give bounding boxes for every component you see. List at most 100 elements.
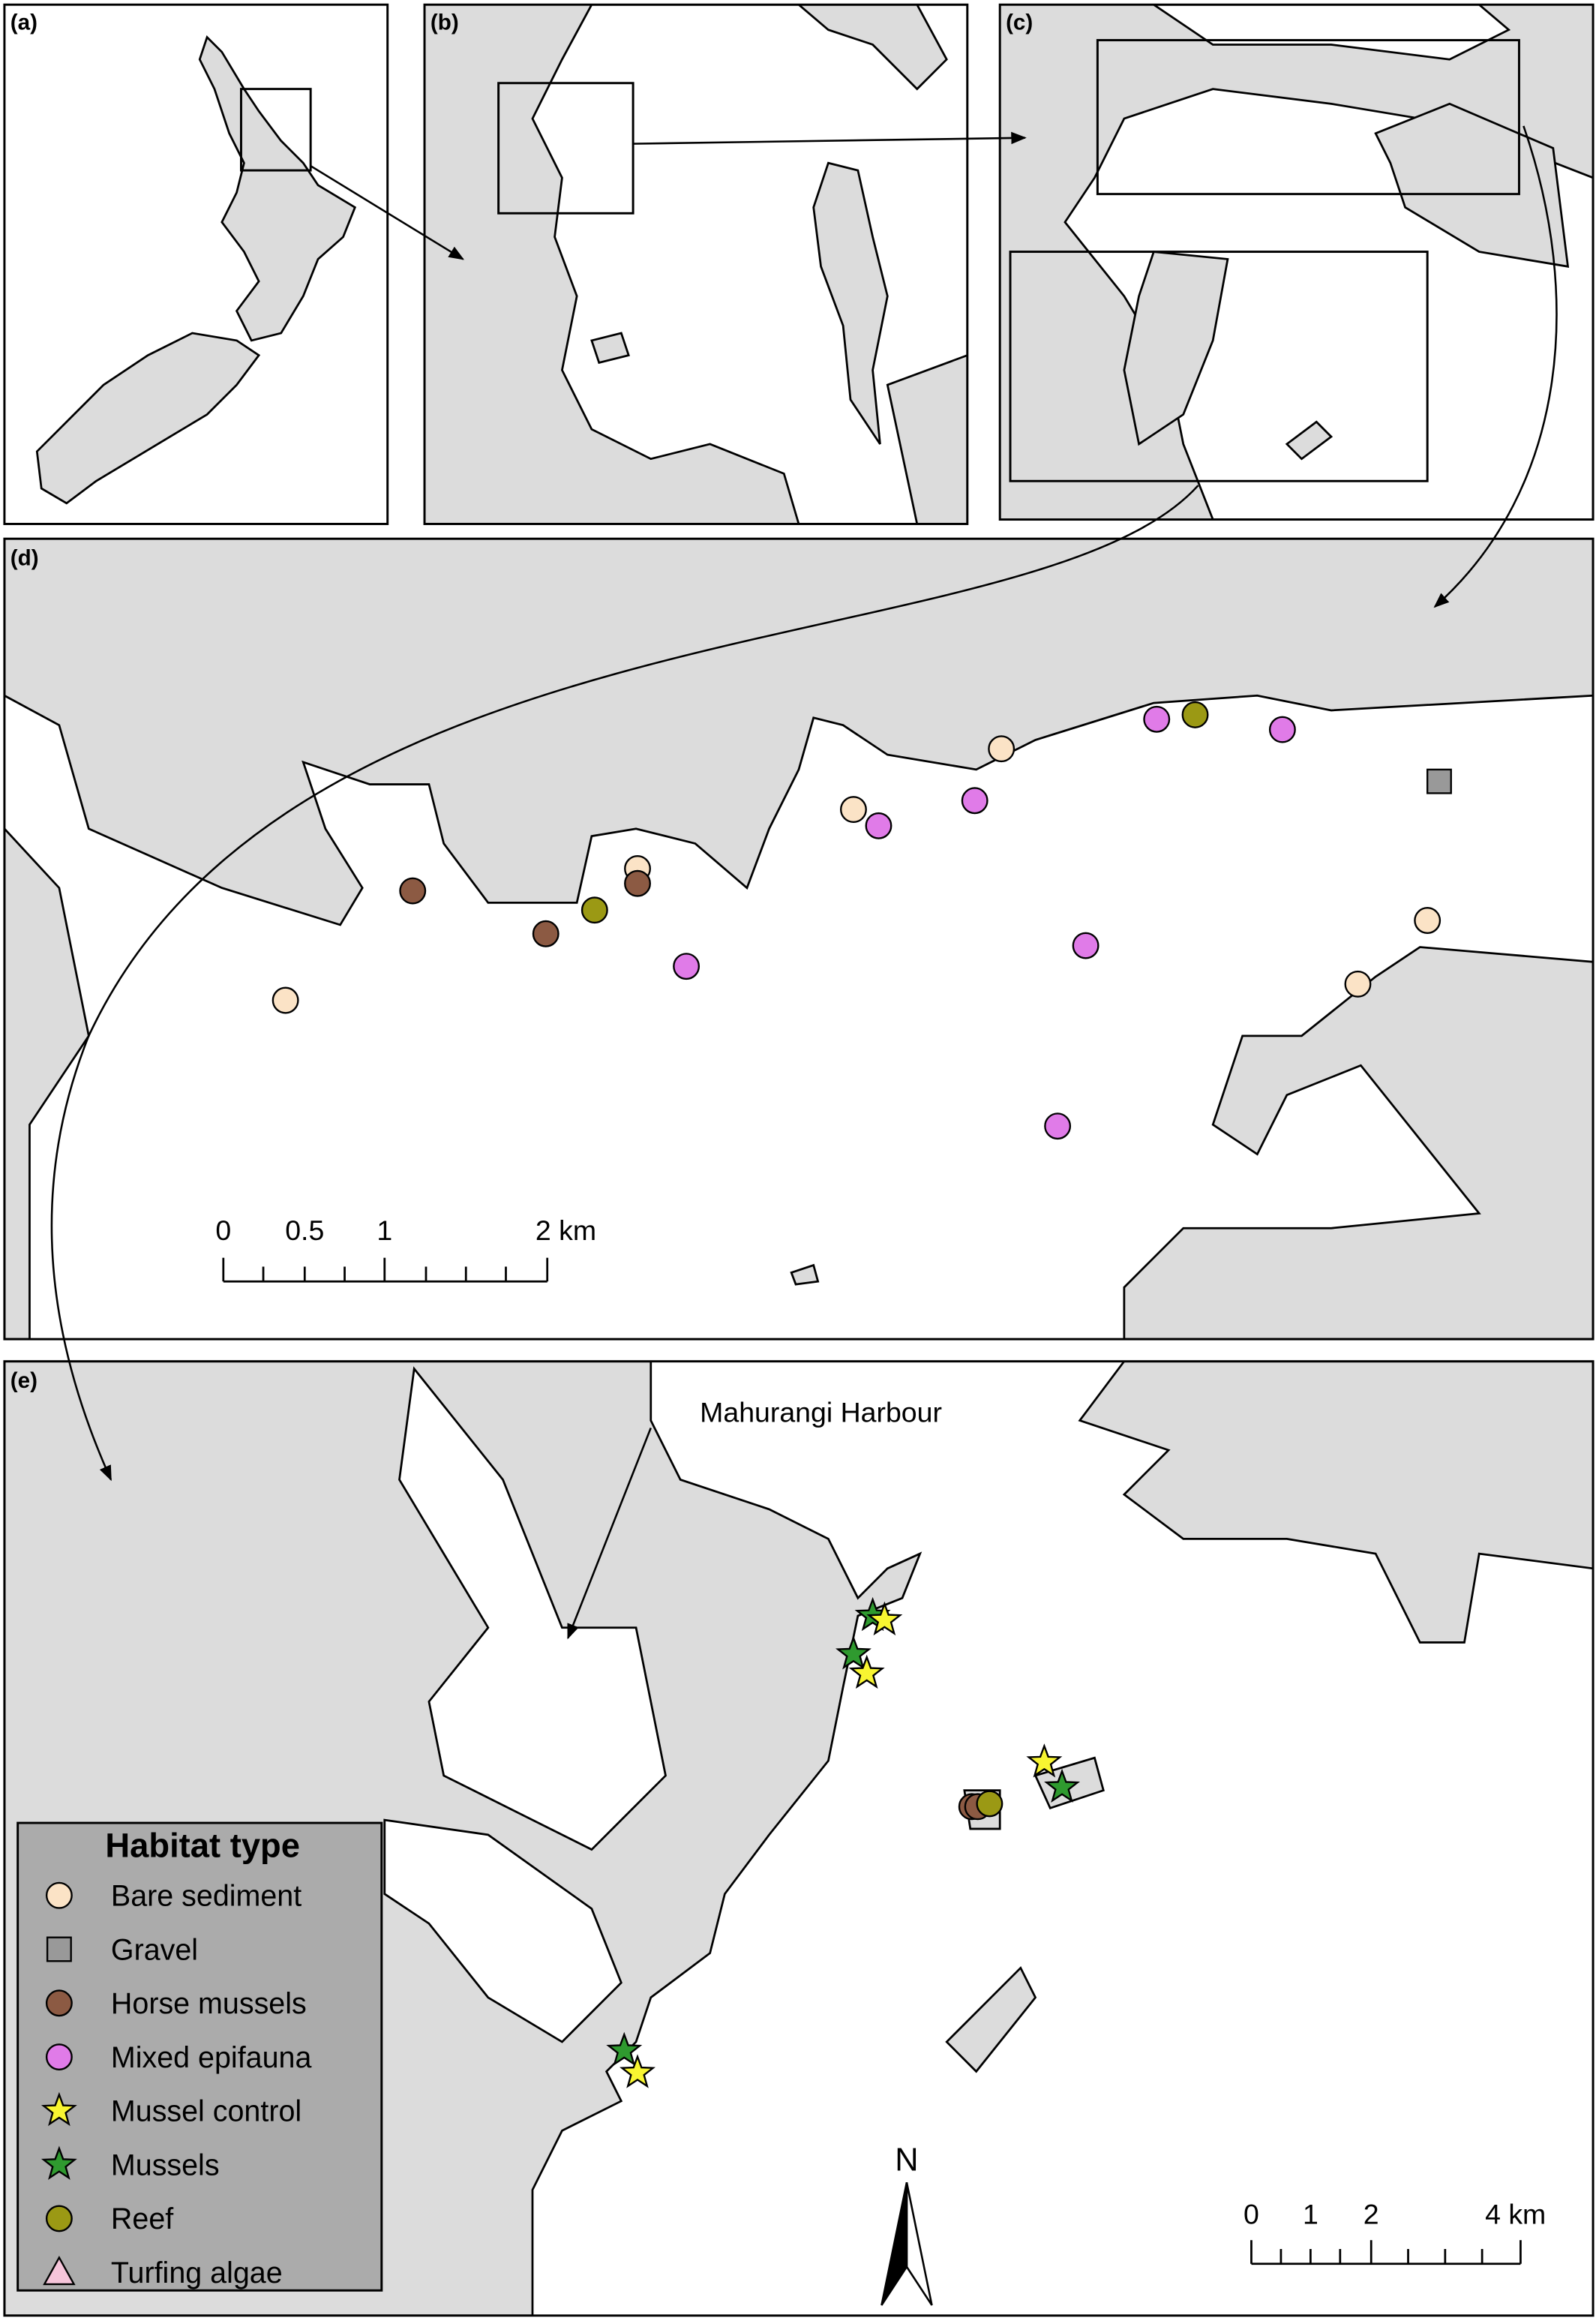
site-marker bbox=[1426, 768, 1452, 794]
site-marker bbox=[1044, 1112, 1072, 1140]
scale-label: 1 bbox=[1303, 2199, 1318, 2230]
legend-label: Horse mussels bbox=[111, 1987, 307, 2020]
site-marker bbox=[624, 869, 651, 897]
site-marker bbox=[272, 986, 299, 1014]
legend-symbol bbox=[45, 1989, 73, 2017]
harbour bbox=[398, 1366, 667, 1851]
panel-label: (a) bbox=[10, 11, 38, 35]
site-marker bbox=[620, 2054, 656, 2088]
legend-label: Mixed epifauna bbox=[111, 2041, 312, 2074]
south-shore bbox=[1123, 946, 1594, 1340]
north-arrow bbox=[905, 2182, 933, 2306]
scale-label: 2 km bbox=[536, 1215, 596, 1246]
coromandel bbox=[812, 161, 889, 445]
site-marker bbox=[848, 1654, 885, 1689]
scale-label: 4 km bbox=[1485, 2199, 1546, 2230]
sites: Bare sediment Gravel Horse mussels Mixed ep… bbox=[40, 701, 1452, 2289]
north-arrow bbox=[880, 2182, 908, 2306]
site-marker bbox=[1143, 705, 1171, 733]
inset-box bbox=[239, 88, 312, 172]
island bbox=[945, 1965, 1037, 2073]
connector bbox=[50, 485, 1199, 1482]
scale-label: 0 bbox=[215, 1215, 231, 1246]
site-marker bbox=[1181, 701, 1209, 728]
site-marker bbox=[580, 896, 608, 924]
site-marker bbox=[1026, 1743, 1063, 1778]
scale-label: 0 bbox=[1244, 2199, 1259, 2230]
site-marker bbox=[673, 953, 700, 980]
site-marker bbox=[1072, 932, 1100, 959]
south-island bbox=[35, 332, 261, 505]
connector bbox=[1433, 125, 1558, 608]
connectors bbox=[50, 125, 1558, 1640]
panel-label: (b) bbox=[430, 11, 459, 35]
annotation-arrow bbox=[567, 1427, 652, 1640]
site-marker bbox=[1044, 1768, 1081, 1803]
east-coast bbox=[886, 354, 968, 524]
panel-a bbox=[35, 35, 357, 505]
north-shore bbox=[4, 539, 1594, 926]
panel-frame bbox=[3, 3, 389, 525]
scale-label: 1 bbox=[376, 1215, 392, 1246]
legend-label: Mussels bbox=[111, 2148, 220, 2181]
panel-c bbox=[1000, 5, 1594, 520]
site-marker bbox=[988, 735, 1016, 763]
peninsula bbox=[1123, 251, 1229, 446]
connector bbox=[310, 165, 465, 260]
site-marker bbox=[840, 796, 867, 824]
connector bbox=[633, 131, 1027, 145]
scale-label: 0.5 bbox=[285, 1215, 324, 1246]
panel-label: (e) bbox=[10, 1368, 38, 1393]
legend-symbol bbox=[46, 1936, 72, 1962]
site-marker bbox=[1344, 970, 1372, 998]
legend-symbol bbox=[40, 2145, 77, 2180]
legend-symbol bbox=[45, 2205, 73, 2232]
site-marker bbox=[606, 2031, 643, 2067]
panel-label: (c) bbox=[1006, 11, 1033, 35]
panel-frame bbox=[3, 537, 1594, 1341]
scale-label: 2 bbox=[1364, 2199, 1379, 2230]
scale-ticks bbox=[222, 1257, 1522, 2264]
site-marker bbox=[399, 877, 427, 905]
legend-label: Turfing algae bbox=[111, 2256, 283, 2289]
islet bbox=[790, 1263, 820, 1286]
legend-box bbox=[16, 1821, 383, 2292]
north-land bbox=[796, 5, 948, 91]
legend-label: Bare sediment bbox=[111, 1879, 302, 1912]
annotation: Mahurangi Harbour bbox=[700, 1397, 942, 1428]
sea-north bbox=[1151, 5, 1511, 61]
panel-frame bbox=[3, 1360, 1594, 2317]
legend-symbol bbox=[40, 2091, 77, 2127]
site-marker bbox=[532, 920, 560, 947]
inset-box bbox=[1096, 39, 1520, 196]
island bbox=[590, 332, 630, 365]
panel-frame bbox=[998, 3, 1594, 521]
inset-box bbox=[497, 82, 634, 215]
site-marker bbox=[1414, 907, 1442, 934]
west-shore bbox=[4, 827, 90, 1340]
legend-label: Gravel bbox=[111, 1933, 198, 1966]
panel-b bbox=[424, 5, 968, 524]
site-marker bbox=[866, 1601, 903, 1636]
north-label: N bbox=[895, 2142, 918, 2178]
inlet bbox=[383, 1818, 622, 2043]
panel-label: (d) bbox=[10, 546, 39, 571]
site-marker bbox=[961, 787, 988, 815]
site-marker bbox=[1268, 716, 1296, 743]
panel-d bbox=[4, 539, 1594, 1340]
panel-frame bbox=[423, 3, 969, 525]
site-marker bbox=[835, 1635, 872, 1670]
site-marker bbox=[865, 812, 892, 839]
east-land bbox=[1078, 1361, 1594, 1644]
legend-label: Reef bbox=[111, 2202, 174, 2235]
legend-symbol bbox=[43, 2256, 76, 2286]
legend-title: Habitat type bbox=[105, 1826, 300, 1864]
legend-symbol bbox=[45, 1881, 73, 1909]
inset-box bbox=[1009, 251, 1429, 482]
site-marker bbox=[976, 1790, 1004, 1818]
legend-label: Mussel control bbox=[111, 2095, 302, 2128]
island bbox=[1285, 420, 1334, 461]
legend-symbol bbox=[45, 2043, 73, 2070]
north-island bbox=[198, 35, 357, 342]
